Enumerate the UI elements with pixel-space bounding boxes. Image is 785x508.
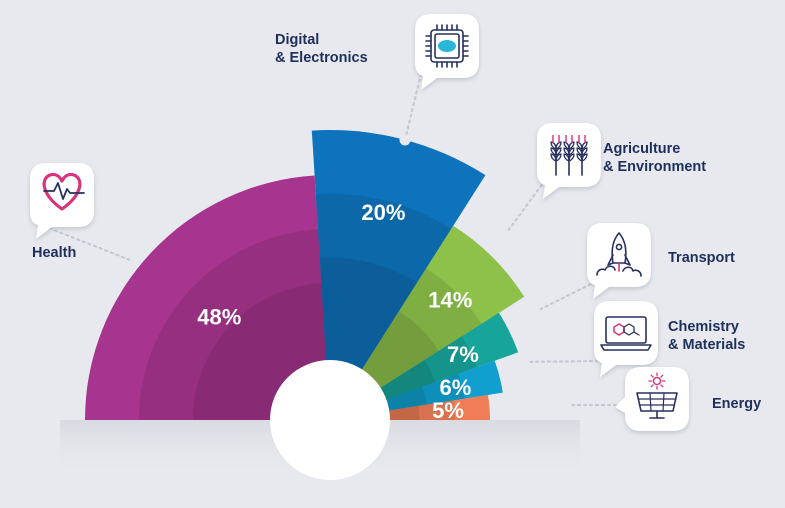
bubble-health bbox=[30, 163, 94, 239]
value-label-agriculture-environment: 14% bbox=[428, 288, 472, 313]
category-label-chemistry-materials: Chemistry & Materials bbox=[668, 319, 745, 353]
bubble-shape bbox=[594, 301, 658, 377]
wheat-grain bbox=[576, 153, 588, 162]
bubble-energy bbox=[615, 367, 689, 431]
category-label-line: Agriculture bbox=[603, 141, 680, 157]
wheat-grain bbox=[563, 141, 575, 150]
rocket-clouds bbox=[596, 265, 642, 277]
sun bbox=[652, 376, 662, 386]
value-label-energy: 5% bbox=[432, 398, 464, 423]
category-label-line: Health bbox=[32, 245, 76, 261]
bubble-digital-electronics bbox=[415, 14, 479, 90]
connector-health bbox=[34, 221, 137, 264]
bubble-shape bbox=[587, 223, 651, 299]
sun-ray bbox=[660, 374, 664, 378]
category-label-line: Energy bbox=[712, 396, 761, 412]
category-labels-layer: Health Digital & Electronics Agriculture & E… bbox=[32, 32, 761, 412]
wheat-grain bbox=[563, 147, 575, 156]
value-label-health: 48% bbox=[197, 304, 241, 329]
category-label-line: Transport bbox=[668, 250, 735, 266]
chip-core bbox=[438, 40, 456, 52]
sun-ray bbox=[650, 374, 654, 378]
connectors-layer bbox=[34, 72, 623, 411]
wheat-grain bbox=[563, 153, 575, 162]
connector-dot-chemistry-materials bbox=[518, 356, 530, 368]
category-label-digital-electronics: Digital & Electronics bbox=[275, 32, 368, 66]
value-label-transport: 7% bbox=[447, 342, 479, 367]
connector-digital-electronics bbox=[403, 72, 423, 142]
center-hub bbox=[270, 360, 390, 480]
solar-panel-icon bbox=[636, 372, 678, 419]
wheat-grain bbox=[576, 147, 588, 156]
rocket-window bbox=[615, 243, 623, 251]
chip-icon bbox=[425, 24, 469, 68]
wheat-grain bbox=[550, 147, 562, 156]
value-labels-layer: 48% 20% 14% 7% 6%5% bbox=[197, 200, 479, 423]
connector-dot-energy bbox=[560, 399, 572, 411]
pulse-line bbox=[43, 182, 85, 200]
value-label-digital-electronics: 20% bbox=[361, 200, 405, 225]
panel-grid bbox=[637, 392, 677, 412]
panel-stand bbox=[649, 410, 665, 419]
rocket-icon bbox=[596, 232, 642, 277]
category-label-line: & Environment bbox=[603, 159, 706, 175]
category-label-line: & Materials bbox=[668, 337, 745, 353]
connector-dot-agriculture-environment bbox=[499, 229, 511, 241]
laptop-screen bbox=[605, 316, 647, 344]
connector-dot-digital-electronics bbox=[399, 134, 411, 146]
heart-pulse-icon bbox=[42, 172, 85, 211]
wheat-grain bbox=[576, 141, 588, 150]
laptop-base bbox=[600, 344, 652, 351]
category-label-transport: Transport bbox=[668, 250, 735, 266]
sun-ray bbox=[660, 384, 664, 388]
chip-frame bbox=[434, 33, 460, 59]
connector-dot-health bbox=[129, 256, 141, 268]
molecule-bond bbox=[633, 331, 640, 336]
value-label-chemistry-materials: 6% bbox=[440, 375, 472, 400]
icon-bubbles-layer bbox=[30, 14, 689, 431]
category-label-health: Health bbox=[32, 245, 76, 261]
connector-agriculture-environment bbox=[503, 181, 545, 237]
bubble-chemistry-materials bbox=[594, 301, 658, 377]
sun-ray bbox=[650, 384, 654, 388]
bubble-agriculture-environment bbox=[537, 123, 601, 199]
wheat-icon bbox=[550, 135, 588, 176]
category-label-line: Digital bbox=[275, 32, 319, 48]
category-label-line: & Electronics bbox=[275, 50, 368, 66]
connector-chemistry-materials bbox=[522, 359, 602, 364]
wheat-grain bbox=[550, 141, 562, 150]
category-label-agriculture-environment: Agriculture & Environment bbox=[603, 141, 706, 175]
laptop-molecule-icon bbox=[600, 316, 652, 351]
bubble-transport bbox=[587, 223, 651, 299]
connector-dot-transport bbox=[529, 306, 541, 318]
heart-shape bbox=[42, 172, 82, 211]
rocket-fins bbox=[607, 254, 631, 266]
wheat-grain bbox=[550, 153, 562, 162]
bubble-shape bbox=[30, 163, 94, 239]
connector-transport bbox=[533, 281, 595, 314]
category-label-line: Chemistry bbox=[668, 319, 739, 335]
category-label-energy: Energy bbox=[712, 396, 761, 412]
